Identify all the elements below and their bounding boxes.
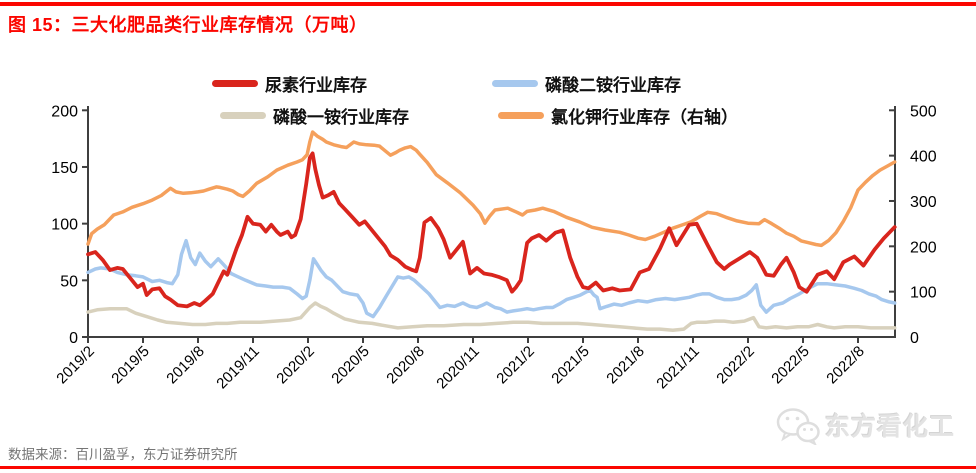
- right-axis-tick-label: 100: [910, 285, 937, 302]
- left-axis-tick-label: 50: [60, 273, 78, 290]
- axis-frame: [87, 106, 896, 338]
- x-axis-tick-label: 2019/11: [213, 343, 263, 393]
- legend-marker-map: [220, 112, 266, 119]
- right-axis-tick-label: 200: [910, 239, 937, 256]
- legend-item-dap: 磷酸二铵行业库存: [492, 71, 681, 96]
- legend-item-map: 磷酸一铵行业库存: [220, 103, 409, 128]
- legend-marker-urea: [212, 80, 258, 87]
- x-axis-tick-label: 2021/5: [548, 343, 592, 387]
- right-axis-tick-label: 0: [910, 330, 919, 347]
- x-axis-tick-label: 2020/5: [328, 343, 372, 387]
- x-axis-tick-label: 2021/2: [493, 343, 537, 387]
- x-axis-tick-label: 2022/5: [768, 343, 812, 387]
- right-axis-tick-label: 300: [910, 194, 937, 211]
- x-axis-tick-label: 2020/8: [383, 343, 427, 387]
- series-line-1: [86, 238, 897, 319]
- x-axis-tick-label: 2019/2: [53, 343, 97, 387]
- x-axis-tick-label: 2021/11: [653, 343, 703, 393]
- x-axis-tick-label: 2020/11: [433, 343, 483, 393]
- wechat-icon: [776, 408, 820, 445]
- x-axis-tick-label: 2019/5: [108, 343, 152, 387]
- left-axis-tick-label: 100: [51, 217, 78, 234]
- watermark-text: 东方看化工: [825, 413, 956, 441]
- left-axis-tick-label: 200: [51, 103, 78, 120]
- legend-marker-dap: [492, 80, 538, 87]
- left-axis-tick-label: 0: [69, 330, 78, 347]
- left-axis-tick-label: 150: [51, 160, 78, 177]
- legend-item-urea: 尿素行业库存: [212, 71, 367, 96]
- series-line-2: [86, 301, 897, 332]
- series-line-3: [86, 130, 897, 248]
- x-axis-tick-label: 2019/8: [163, 343, 207, 387]
- data-source-note: 数据来源：百川盈孚，东方证券研究所: [8, 447, 238, 462]
- watermark: 东方看化工: [775, 405, 955, 445]
- x-axis-tick-label: 2022/8: [823, 343, 867, 387]
- legend-label-dap: 磷酸二铵行业库存: [545, 76, 681, 95]
- series-line-0: [86, 151, 897, 309]
- legend-item-potassium-chloride: 氯化钾行业库存（右轴）: [498, 103, 738, 128]
- legend-marker-potassium-chloride: [498, 112, 544, 119]
- x-axis-tick-label: 2021/8: [603, 343, 647, 387]
- bottom-red-rule: [0, 466, 976, 469]
- legend-label-potassium-chloride: 氯化钾行业库存（右轴）: [551, 108, 738, 127]
- figure-title: 图 15：三大化肥品类行业库存情况（万吨）: [8, 15, 368, 35]
- right-axis-tick-label: 400: [910, 149, 937, 166]
- top-red-rule: [0, 2, 976, 6]
- legend-label-map: 磷酸一铵行业库存: [273, 108, 409, 127]
- right-axis-tick-label: 500: [910, 103, 937, 120]
- legend-label-urea: 尿素行业库存: [265, 76, 367, 95]
- x-axis-tick-label: 2020/2: [273, 343, 317, 387]
- x-axis-tick-label: 2022/2: [713, 343, 757, 387]
